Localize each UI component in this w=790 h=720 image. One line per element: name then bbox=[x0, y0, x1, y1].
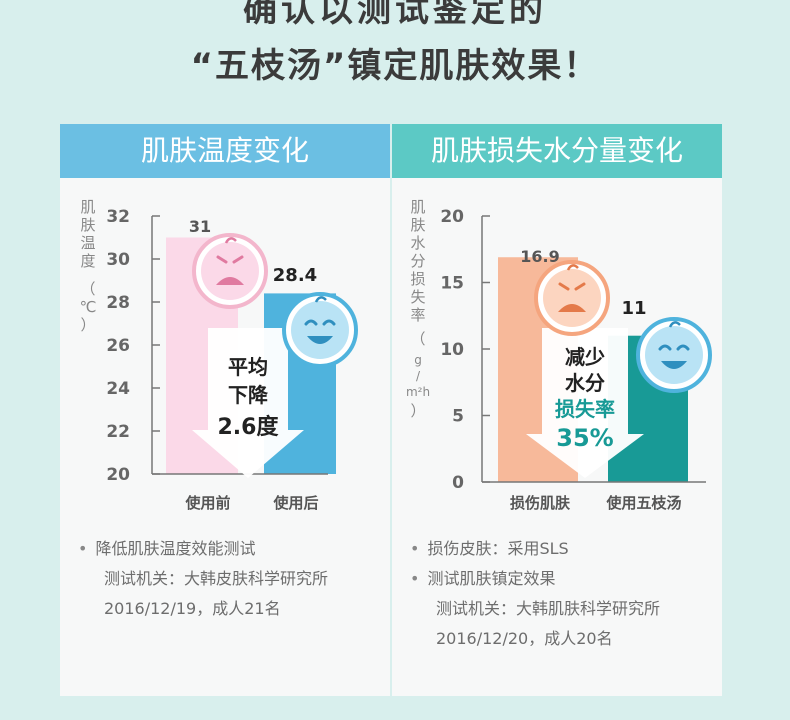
value-label-damaged: 16.9 bbox=[520, 247, 559, 266]
value-label-before: 31 bbox=[189, 217, 211, 236]
note-line: 损伤皮肤：采用SLS bbox=[410, 534, 660, 564]
svg-text:水: 水 bbox=[410, 234, 425, 252]
temperature-test-notes: 降低肌肤温度效能测试 测试机关：大韩皮肤科学研究所 2016/12/19，成人2… bbox=[78, 534, 328, 624]
category-label-after: 使用五枝汤 bbox=[605, 494, 681, 512]
svg-text:肌: 肌 bbox=[410, 198, 425, 216]
note-line: 测试肌肤镇定效果 bbox=[410, 564, 660, 594]
y-tick-label: 20 bbox=[440, 207, 464, 227]
callout-line-3: 2.6度 bbox=[218, 414, 280, 440]
value-label-after: 28.4 bbox=[273, 265, 317, 286]
category-label-damaged: 损伤肌肤 bbox=[510, 494, 571, 512]
svg-text:℃: ℃ bbox=[80, 298, 97, 316]
callout-line-2: 水分 bbox=[565, 371, 605, 395]
svg-text:（: （ bbox=[410, 330, 425, 348]
note-line: 2016/12/20，成人20名 bbox=[436, 629, 613, 648]
headline-top: 确认以测试鉴定的 bbox=[243, 0, 547, 30]
svg-text:损: 损 bbox=[410, 270, 425, 288]
svg-text:/: / bbox=[416, 369, 421, 383]
note-line: 测试机关：大韩肌肤科学研究所 bbox=[436, 599, 661, 618]
y-tick-label: 10 bbox=[440, 340, 464, 360]
y-tick-label: 30 bbox=[106, 250, 130, 270]
crying-baby-icon bbox=[534, 260, 610, 336]
svg-text:肤: 肤 bbox=[410, 216, 425, 234]
category-label-after: 使用后 bbox=[272, 494, 318, 512]
svg-text:（: （ bbox=[80, 280, 95, 298]
value-label-after: 11 bbox=[621, 298, 646, 319]
smiling-baby-icon bbox=[636, 317, 712, 393]
y-tick-label: 0 bbox=[452, 473, 464, 493]
moisture-chart-title: 肌肤损失水分量变化 bbox=[392, 124, 722, 178]
svg-text:肤: 肤 bbox=[80, 216, 95, 234]
y-ticks: 32 30 28 26 24 22 20 bbox=[106, 207, 160, 485]
svg-text:m²h: m²h bbox=[406, 385, 430, 399]
callout-line-2: 下降 bbox=[228, 383, 269, 407]
svg-text:g: g bbox=[414, 353, 422, 367]
callout-line-4: 35% bbox=[556, 424, 613, 452]
note-line: 2016/12/19，成人21名 bbox=[104, 599, 281, 618]
moisture-test-notes: 损伤皮肤：采用SLS 测试肌肤镇定效果 测试机关：大韩肌肤科学研究所 2016/… bbox=[410, 534, 660, 654]
smiling-baby-icon bbox=[282, 292, 358, 368]
callout-line-1: 减少 bbox=[565, 345, 605, 369]
crying-baby-icon bbox=[192, 233, 268, 309]
category-label-before: 使用前 bbox=[184, 494, 230, 512]
y-tick-label: 22 bbox=[106, 422, 130, 442]
y-ticks: 20 15 10 5 0 bbox=[440, 207, 490, 493]
y-axis-label: 肌 肤 水 分 损 失 率 （ g / m²h ） bbox=[406, 198, 430, 420]
y-axis-label: 肌 肤 温 度 （ ℃ ） bbox=[80, 198, 97, 334]
headline-main: “五枝汤”镇定肌肤效果！ bbox=[190, 46, 600, 86]
svg-text:温: 温 bbox=[80, 234, 95, 252]
callout-line-3: 损失率 bbox=[555, 397, 615, 421]
y-tick-label: 26 bbox=[106, 336, 130, 356]
down-arrow bbox=[526, 328, 644, 478]
temperature-chart-title: 肌肤温度变化 bbox=[60, 124, 390, 178]
svg-text:分: 分 bbox=[410, 252, 425, 270]
svg-text:失: 失 bbox=[410, 288, 425, 306]
y-tick-label: 32 bbox=[106, 207, 130, 227]
svg-text:度: 度 bbox=[80, 252, 95, 270]
svg-text:率: 率 bbox=[410, 306, 425, 324]
y-tick-label: 20 bbox=[106, 465, 130, 485]
svg-text:肌: 肌 bbox=[80, 198, 95, 216]
temperature-panel: 肌肤温度变化 肌 肤 温 度 （ ℃ ） 32 30 28 26 24 22 20 31 2… bbox=[60, 124, 390, 696]
y-tick-label: 5 bbox=[452, 407, 464, 427]
note-line: 降低肌肤温度效能测试 bbox=[78, 534, 328, 564]
callout-line-1: 平均 bbox=[228, 355, 268, 379]
svg-text:）: ） bbox=[80, 316, 95, 334]
y-tick-label: 28 bbox=[106, 293, 130, 313]
moisture-loss-panel: 肌肤损失水分量变化 肌 肤 水 分 损 失 率 （ g / m²h ） 20 15… bbox=[392, 124, 722, 696]
note-line: 测试机关：大韩皮肤科学研究所 bbox=[104, 569, 329, 588]
y-tick-label: 15 bbox=[440, 274, 464, 294]
svg-text:）: ） bbox=[410, 402, 425, 420]
y-tick-label: 24 bbox=[106, 379, 130, 399]
down-arrow bbox=[192, 328, 304, 478]
